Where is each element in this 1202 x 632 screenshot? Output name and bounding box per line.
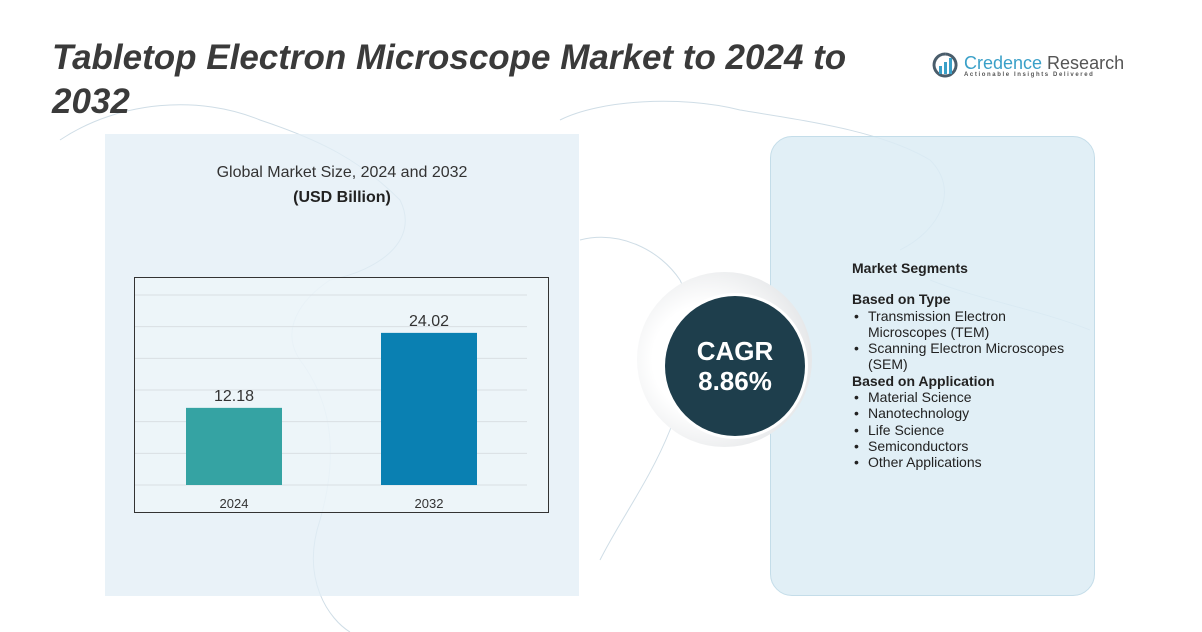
page-title: Tabletop Electron Microscope Market to 2… xyxy=(52,38,847,121)
bar-2024 xyxy=(186,407,282,485)
application-item: Life Science xyxy=(852,422,1082,439)
application-item: Nanotechnology xyxy=(852,405,1082,422)
market-segments: Market Segments Based on Type Transmissi… xyxy=(852,260,1082,471)
bar-2032 xyxy=(381,332,477,485)
application-heading: Based on Application xyxy=(852,372,995,389)
type-heading: Based on Type xyxy=(852,291,951,308)
logo-icon xyxy=(932,52,958,78)
type-item: Transmission Electron Microscopes (TEM) xyxy=(852,308,1072,341)
x-tick-label: 2024 xyxy=(220,496,249,511)
type-item: Scanning Electron Microscopes (SEM) xyxy=(852,340,1082,373)
application-item: Other Applications xyxy=(852,454,1082,471)
credence-research-logo: Credence Research Actionable Insights De… xyxy=(932,52,1124,80)
application-item: Material Science xyxy=(852,389,1082,406)
x-tick-label: 2032 xyxy=(415,496,444,511)
chart-title: Global Market Size, 2024 and 2032 xyxy=(216,164,468,181)
data-label: 12.18 xyxy=(214,388,254,405)
segments-heading: Market Segments xyxy=(852,260,968,276)
logo-name: Credence Research xyxy=(964,53,1125,73)
bar-chart: 12.18 2024 24.02 2032 xyxy=(134,277,549,513)
cagr-label: CAGR xyxy=(696,336,774,366)
logo-tagline: Actionable Insights Delivered xyxy=(964,72,1095,78)
chart-subtitle: (USD Billion) xyxy=(293,189,391,206)
data-label: 24.02 xyxy=(409,313,449,330)
bar-chart-svg: 12.18 2024 24.02 2032 xyxy=(135,294,527,511)
application-item: Semiconductors xyxy=(852,438,1082,455)
cagr-badge: CAGR 8.86% xyxy=(665,296,805,436)
cagr-value: 8.86% xyxy=(698,366,772,396)
